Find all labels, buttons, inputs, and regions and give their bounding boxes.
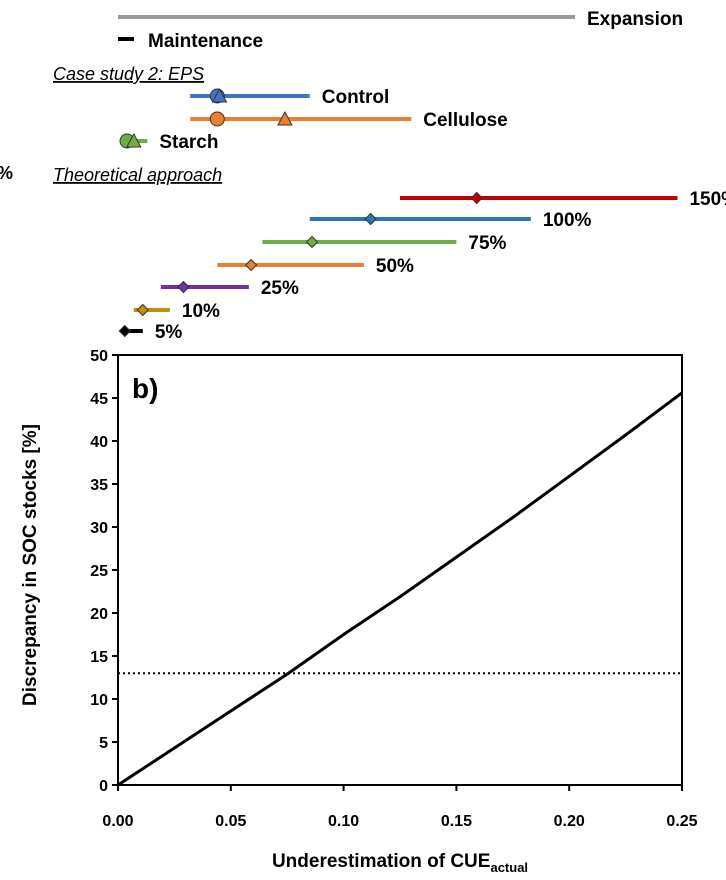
x-tick-label: 0.05	[215, 813, 246, 830]
range-row-label: 75%	[468, 233, 506, 254]
expansion-triangle-marker	[277, 110, 293, 126]
x-tick-label: 0.25	[666, 813, 697, 830]
range-rows: Control Cellulose Starch 150% 100% 75% 50% 25% 1…	[118, 87, 726, 343]
y-tick-label: 10	[90, 692, 108, 709]
y-tick-label: 20	[90, 606, 108, 623]
diamond-marker	[305, 235, 319, 249]
y-tick-label: 15	[90, 649, 108, 666]
maintenance-legend-label: Maintenance	[148, 31, 263, 52]
y-tick-label: 5	[99, 735, 108, 752]
range-row-label: Starch	[159, 132, 218, 153]
y-tick-label: 25	[90, 563, 108, 580]
x-tick-label: 0.10	[328, 813, 359, 830]
y-tick-label: 40	[90, 434, 108, 451]
y-tick-label: 50	[90, 348, 108, 365]
x-ticks: 0.00 0.05 0.10 0.15 0.20 0.25	[102, 785, 698, 830]
range-row-cellulose: Cellulose	[190, 110, 508, 131]
plot-frame	[117, 354, 683, 786]
y-ticks: 0 5 10 15 20 25 30 35 40 45 50	[90, 348, 118, 795]
range-row-label: 5%	[155, 322, 183, 343]
range-row-150pct: 150%	[400, 189, 726, 210]
range-row-label: 10%	[182, 301, 220, 322]
range-row-10pct: 10%	[133, 301, 220, 322]
diamond-marker	[136, 303, 150, 317]
diamond-marker	[364, 212, 377, 226]
range-row-label: 150%	[689, 189, 726, 210]
section-title-theoretical: Theoretical approach	[53, 165, 222, 185]
panel-label: b)	[132, 373, 158, 404]
line-panel: 0 5 10 15 20 25 30 35 40 45 50 0.00 0.05 0.10 0.15 0.2…	[20, 348, 698, 875]
range-row-100pct: 100%	[309, 210, 592, 231]
diamond-marker	[118, 324, 131, 338]
x-tick-label: 0.20	[554, 813, 585, 830]
y-tick-label: 0	[99, 778, 108, 795]
section-title-case-study: Case study 2: EPS	[53, 64, 204, 84]
y-tick-label: 35	[90, 477, 108, 494]
range-row-label: 100%	[543, 210, 592, 231]
range-panel: Expansion Maintenance Case study 2: EPS …	[0, 9, 726, 343]
y-tick-label: 30	[90, 520, 108, 537]
range-row-75pct: 75%	[262, 233, 507, 254]
range-row-label: Control	[322, 87, 390, 108]
y-tick-label: 45	[90, 391, 108, 408]
range-row-25pct: 25%	[160, 278, 299, 299]
range-row-starch: Starch	[119, 132, 218, 153]
x-tick-label: 0.00	[102, 813, 133, 830]
diamond-marker	[244, 258, 258, 272]
diamond-marker	[177, 280, 190, 294]
expansion-triangle-marker	[211, 87, 228, 103]
clipped-percent-label: %	[0, 163, 13, 183]
x-tick-label: 0.15	[441, 813, 472, 830]
x-axis-label-main: Underestimation of CUE	[272, 851, 491, 872]
range-row-5pct: 5%	[118, 322, 183, 343]
x-axis-label: Underestimation of CUEactual	[272, 851, 528, 875]
range-row-label: Cellulose	[423, 110, 507, 131]
expansion-triangle-marker	[125, 132, 142, 148]
range-row-label: 25%	[261, 278, 299, 299]
x-axis-label-subscript: actual	[490, 860, 528, 875]
y-axis-label: Discrepancy in SOC stocks [%]	[20, 424, 41, 706]
range-row-label: 50%	[376, 256, 414, 277]
series-line	[117, 391, 683, 787]
range-row-control: Control	[190, 87, 389, 108]
diamond-marker	[470, 191, 483, 205]
expansion-legend-label: Expansion	[587, 9, 683, 30]
maintenance-circle-marker	[209, 111, 225, 127]
range-row-50pct: 50%	[217, 256, 414, 277]
